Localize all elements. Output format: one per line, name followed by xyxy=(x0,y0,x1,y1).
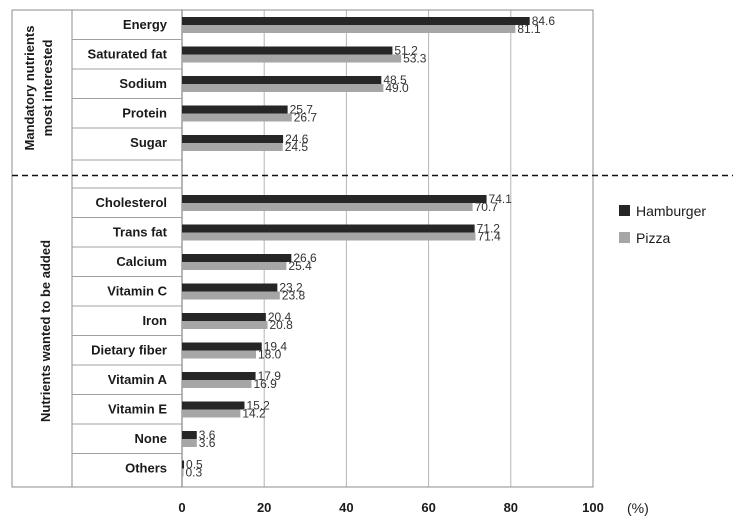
x-tick-label: 80 xyxy=(504,500,518,515)
data-label-pizza: 71.4 xyxy=(477,230,501,244)
legend-swatch xyxy=(619,232,630,243)
data-label-hamburger: 15.2 xyxy=(246,399,270,413)
data-label-hamburger: 51.2 xyxy=(394,44,418,58)
data-label-pizza: 16.9 xyxy=(253,377,277,391)
bar-hamburger xyxy=(182,195,487,203)
data-label-hamburger: 48.5 xyxy=(383,73,407,87)
data-label-hamburger: 84.6 xyxy=(532,14,556,28)
x-tick-label: 40 xyxy=(339,500,353,515)
data-label-hamburger: 17.9 xyxy=(258,369,282,383)
data-label-pizza: 70.7 xyxy=(475,200,499,214)
bar-pizza xyxy=(182,54,402,63)
legend-label: Pizza xyxy=(636,230,670,246)
bar-pizza xyxy=(182,409,241,418)
data-label-hamburger: 20.4 xyxy=(268,310,292,324)
chart-frame xyxy=(11,9,594,488)
category-label: Vitamin A xyxy=(108,372,168,387)
bar-hamburger xyxy=(182,372,256,380)
data-label-pizza: 18.0 xyxy=(258,348,282,362)
bar-pizza xyxy=(182,468,184,477)
data-label-pizza: 14.2 xyxy=(242,407,266,421)
category-label: Trans fat xyxy=(113,225,168,240)
category-label: Iron xyxy=(142,313,167,328)
data-label-pizza: 24.5 xyxy=(285,140,309,154)
data-label-hamburger: 74.1 xyxy=(489,192,513,206)
bar-pizza xyxy=(182,350,256,359)
category-label: Others xyxy=(125,461,167,476)
data-label-hamburger: 3.6 xyxy=(199,428,216,442)
legend-label: Hamburger xyxy=(636,203,706,219)
bar-pizza xyxy=(182,113,292,122)
category-label: Energy xyxy=(123,17,168,32)
bar-pizza xyxy=(182,262,287,270)
x-tick-label: 20 xyxy=(257,500,271,515)
data-label-pizza: 26.7 xyxy=(294,111,318,125)
x-tick-label: 60 xyxy=(421,500,435,515)
category-label: Vitamin C xyxy=(107,284,167,299)
data-label-hamburger: 26.6 xyxy=(293,251,317,265)
category-label: Dietary fiber xyxy=(91,343,167,358)
bar-pizza xyxy=(182,203,473,211)
data-label-hamburger: 24.6 xyxy=(285,132,309,146)
bar-hamburger xyxy=(182,283,278,292)
bar-hamburger xyxy=(182,401,245,410)
bar-hamburger xyxy=(182,46,393,55)
x-tick-label: 0 xyxy=(178,500,185,515)
bar-hamburger xyxy=(182,105,288,114)
data-label-pizza: 81.1 xyxy=(517,22,541,36)
data-label-hamburger: 19.4 xyxy=(264,340,288,354)
data-label-hamburger: 25.7 xyxy=(290,103,314,117)
data-label-pizza: 20.8 xyxy=(269,318,293,332)
category-label: Sugar xyxy=(130,135,167,150)
category-label: Cholesterol xyxy=(95,195,167,210)
group-label: Mandatory nutrients xyxy=(22,26,37,151)
bar-hamburger xyxy=(182,313,266,321)
bar-pizza xyxy=(182,25,516,33)
group-label: most interested xyxy=(40,40,55,137)
data-label-pizza: 23.8 xyxy=(282,289,306,303)
group-label: Nutrients wanted to be added xyxy=(38,240,53,422)
bar-hamburger xyxy=(182,135,284,143)
data-label-hamburger: 23.2 xyxy=(279,281,303,295)
bar-pizza xyxy=(182,439,197,447)
x-tick-label: 100 xyxy=(582,500,604,515)
x-unit-label: (%) xyxy=(627,500,649,516)
bar-pizza xyxy=(182,84,384,92)
bar-hamburger xyxy=(182,17,530,25)
bar-pizza xyxy=(182,232,476,241)
bar-pizza xyxy=(182,380,252,388)
bar-hamburger xyxy=(182,224,475,233)
data-label-pizza: 25.4 xyxy=(288,259,312,273)
data-label-pizza: 3.6 xyxy=(199,436,216,450)
data-label-pizza: 49.0 xyxy=(385,81,409,95)
bar-hamburger xyxy=(182,76,382,84)
category-label: Vitamin E xyxy=(108,402,167,417)
legend-swatch xyxy=(619,205,630,216)
category-label: Sodium xyxy=(119,76,167,91)
data-label-pizza: 0.3 xyxy=(186,466,203,480)
category-label: Calcium xyxy=(116,254,167,269)
bar-pizza xyxy=(182,291,280,300)
category-label: Protein xyxy=(122,106,167,121)
bar-hamburger xyxy=(182,254,292,262)
data-label-pizza: 53.3 xyxy=(403,52,427,66)
bar-pizza xyxy=(182,143,283,151)
bar-pizza xyxy=(182,321,268,329)
bar-hamburger xyxy=(182,342,262,351)
data-label-hamburger: 71.2 xyxy=(477,222,501,236)
data-label-hamburger: 0.5 xyxy=(186,458,203,472)
category-label: Saturated fat xyxy=(88,47,168,62)
bar-hamburger xyxy=(182,460,185,469)
category-label: None xyxy=(135,431,168,446)
bar-hamburger xyxy=(182,431,197,439)
